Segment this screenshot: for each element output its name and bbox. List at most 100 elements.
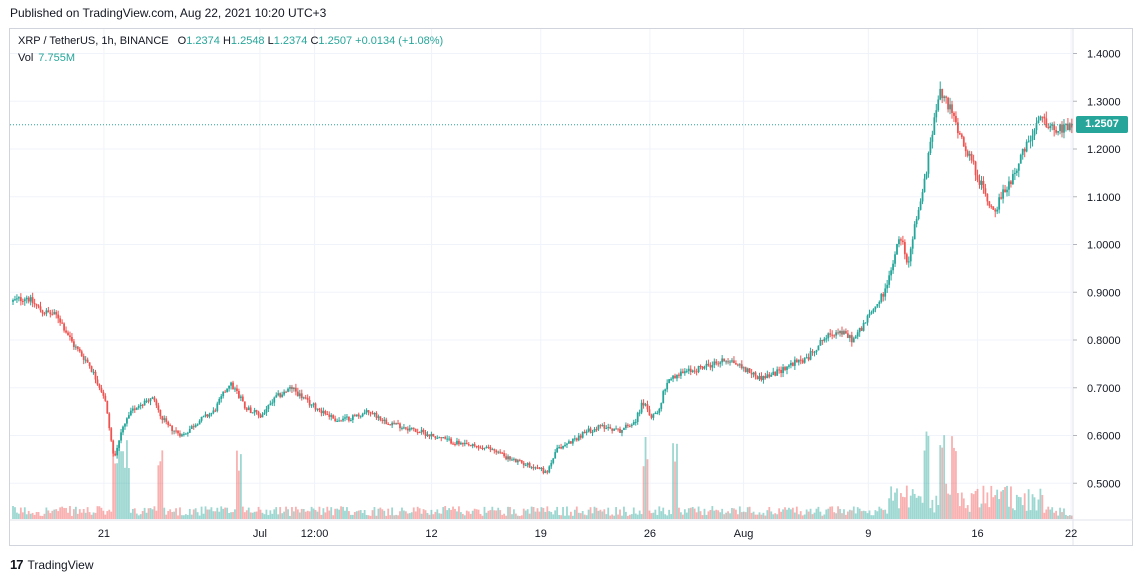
candle-body <box>570 441 572 444</box>
candle-body <box>860 327 863 331</box>
change-value: +0.0134 (+1.08%) <box>355 35 444 47</box>
volume-bar <box>807 511 810 519</box>
candle-body <box>487 446 490 448</box>
tradingview-brand[interactable]: 17 TradingView <box>10 557 94 572</box>
open-label: O <box>177 35 187 47</box>
candle-body <box>1025 141 1028 152</box>
candle-body <box>163 418 166 420</box>
volume-bar <box>418 508 421 519</box>
candle-body <box>316 408 319 410</box>
volume-bar <box>143 507 146 519</box>
volume-bar <box>878 506 881 519</box>
candle-body <box>1027 141 1030 143</box>
volume-bar <box>577 512 580 519</box>
volume-bar <box>212 511 215 519</box>
volume-bar <box>791 507 794 519</box>
tradingview-logo-icon: 17 <box>10 557 24 572</box>
candle-body <box>536 467 539 469</box>
time-axis: 21 Jul 12:00 12 19 26 Aug 9 16 22 <box>98 528 1077 540</box>
volume-bar <box>996 489 999 519</box>
volume-bar <box>493 510 496 519</box>
volume-bar <box>900 493 902 519</box>
candle-body <box>652 413 655 418</box>
candle-body <box>355 414 358 417</box>
volume-bar <box>175 508 177 519</box>
candle-body <box>285 391 287 393</box>
symbol-label[interactable]: XRP / TetherUS, 1h, BINANCE <box>18 35 169 47</box>
volume-bar <box>1006 485 1008 519</box>
candle-body <box>638 412 641 414</box>
volume-bar <box>285 506 287 519</box>
volume-bar <box>118 444 120 519</box>
close-value: 1.2507 <box>318 35 353 47</box>
volume-bar <box>813 512 816 519</box>
volume-bar <box>1027 489 1030 519</box>
volume-bar <box>658 506 661 519</box>
candle-body <box>57 314 60 319</box>
candle-body <box>589 428 592 433</box>
volume-bar <box>892 500 894 519</box>
candle-body <box>239 396 242 398</box>
volume-bar <box>570 511 572 519</box>
candle-body <box>568 441 570 444</box>
candle-body <box>47 310 50 313</box>
candle-body <box>581 431 584 438</box>
candle-body <box>479 447 482 449</box>
volume-bar <box>513 509 515 519</box>
candle-body <box>917 209 920 219</box>
volume-label[interactable]: Vol <box>18 52 34 64</box>
volume-bar <box>1029 510 1032 519</box>
volume-bar <box>220 506 223 519</box>
candle-body <box>332 415 335 419</box>
volume-bar <box>587 509 590 519</box>
volume-bar <box>699 511 702 519</box>
candle-body <box>275 395 278 398</box>
volume-bar <box>383 510 386 519</box>
volume-bar <box>882 510 885 519</box>
volume-bar <box>131 508 134 519</box>
volume-bar <box>257 506 260 519</box>
volume-bar <box>860 511 863 519</box>
candle-body <box>903 242 906 255</box>
candle-body <box>450 438 452 444</box>
volume-bar <box>481 515 484 519</box>
candle-body <box>1006 189 1008 193</box>
volume-bar <box>293 511 295 519</box>
volume-bar <box>913 493 916 519</box>
volume-bar <box>768 506 771 519</box>
volume-bar <box>670 514 672 519</box>
candle-body <box>609 427 612 429</box>
volume-bar <box>514 513 517 519</box>
volume-bar <box>727 511 729 519</box>
y-tick-label: 0.6000 <box>1087 431 1121 443</box>
candle-body <box>86 359 89 363</box>
candle-body <box>947 97 949 110</box>
volume-bar <box>707 511 710 519</box>
volume-bar <box>497 507 500 519</box>
volume-bar <box>676 443 678 519</box>
candle-body <box>369 411 372 414</box>
candle-body <box>648 409 651 416</box>
volume-bar <box>47 510 50 519</box>
volume-bar <box>426 512 429 519</box>
candle-body <box>538 467 541 469</box>
volume-bar <box>133 508 136 519</box>
candle-body <box>90 366 93 372</box>
candle-body <box>491 449 494 451</box>
volume-bar <box>100 507 103 519</box>
x-tick-label: 9 <box>865 528 871 540</box>
candle-body <box>336 420 339 422</box>
volume-bar <box>129 512 132 519</box>
candle-body <box>289 386 291 389</box>
volume-bar <box>450 509 452 519</box>
volume-bar <box>1035 510 1038 519</box>
candle-body <box>579 435 582 438</box>
candle-body <box>518 460 521 462</box>
chart-frame[interactable] <box>9 28 1133 546</box>
candle-body <box>141 404 144 406</box>
candle-body <box>399 423 401 429</box>
candle-body <box>664 389 667 392</box>
volume-bar <box>621 515 623 519</box>
candle-body <box>406 428 409 431</box>
